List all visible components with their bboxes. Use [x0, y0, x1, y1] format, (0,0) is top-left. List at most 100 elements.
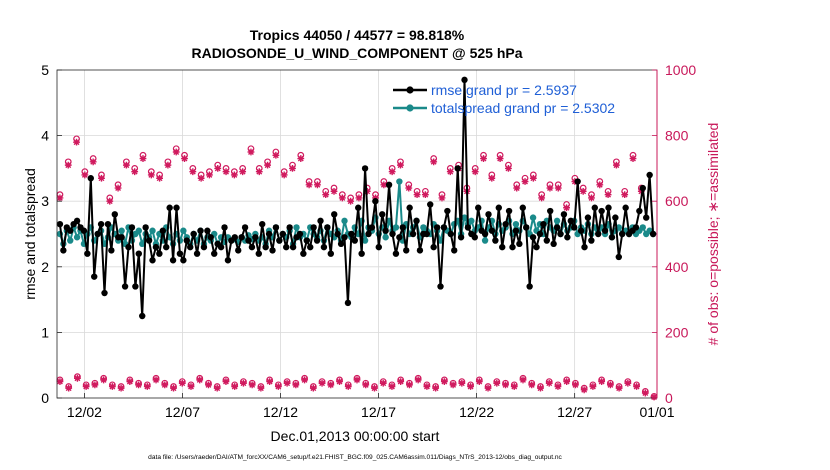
obs-assimilated-marker [274, 383, 282, 390]
obs-assimilated-marker [554, 184, 562, 192]
totalspread-point [149, 227, 156, 234]
x-tick-label: 12/07 [165, 404, 200, 420]
rmse-point [649, 230, 657, 238]
obs-assimilated-marker [264, 161, 271, 169]
rmse-point [279, 230, 286, 238]
rmse-point [313, 237, 321, 244]
rmse-point [272, 224, 280, 231]
rmse-point [331, 211, 338, 218]
obs-assimilated-marker [579, 187, 587, 195]
rmse-point [310, 224, 317, 231]
rmse-point [368, 224, 376, 231]
rmse-point [145, 237, 153, 244]
rmse-point [495, 204, 502, 211]
x-tick-label: 12/12 [263, 404, 298, 420]
rmse-point [132, 283, 139, 290]
obs-assimilated-marker [493, 379, 501, 387]
obs-assimilated-marker [347, 197, 355, 205]
totalspread-point [392, 224, 400, 231]
obs-assimilated-marker [74, 374, 81, 382]
obs-assimilated-marker [178, 379, 186, 387]
rmse-point [91, 273, 98, 280]
rmse-point [437, 283, 444, 290]
rmse-point [248, 243, 256, 251]
obs-assimilated-marker [480, 155, 487, 162]
obs-assimilated-marker [362, 381, 370, 389]
obs-assimilated-marker [519, 376, 527, 384]
obs-assimilated-marker [596, 181, 604, 189]
rmse-point [464, 224, 472, 231]
obs-assimilated-marker [197, 174, 205, 182]
totalspread-point [341, 217, 348, 225]
obs-assimilated-marker [380, 181, 388, 189]
obs-assimilated-marker [196, 376, 204, 384]
rmse-point [605, 204, 612, 211]
rmse-point [204, 227, 211, 234]
rmse-point [187, 243, 194, 251]
rmse-point [646, 171, 653, 179]
obs-assimilated-marker [413, 191, 421, 199]
rmse-point [355, 204, 362, 211]
rmse-point [139, 312, 146, 320]
x-tick-label: 12/27 [557, 404, 592, 420]
obs-assimilated-marker [230, 171, 238, 179]
obs-assimilated-marker [206, 171, 213, 179]
chart-subtitle: RADIOSONDE_U_WIND_COMPONENT @ 525 hPa [191, 45, 522, 61]
obs-assimilated-marker [82, 383, 90, 390]
rmse-point [396, 234, 403, 241]
rmse-point [300, 250, 307, 257]
rmse-point [523, 224, 530, 231]
obs-assimilated-marker [213, 384, 221, 392]
obs-assimilated-marker [528, 381, 536, 389]
rmse-point [540, 220, 547, 228]
rmse-point [636, 207, 643, 215]
obs-assimilated-marker [612, 161, 620, 169]
rmse-point [163, 243, 170, 251]
rmse-point [60, 247, 67, 254]
obs-assimilated-marker [471, 168, 479, 176]
rmse-point [307, 243, 314, 251]
obs-assimilated-marker [172, 148, 180, 156]
obs-assimilated-marker [330, 187, 338, 195]
obs-assimilated-marker [406, 381, 413, 389]
rmse-point [108, 247, 115, 254]
obs-assimilated-marker [502, 381, 509, 389]
obs-assimilated-marker [475, 378, 483, 385]
obs-assimilated-marker [633, 383, 640, 390]
obs-assimilated-marker [513, 184, 521, 192]
obs-assimilated-marker [430, 158, 438, 166]
rmse-point [73, 217, 81, 225]
rmse-point [581, 243, 588, 251]
rmse-point [567, 217, 574, 225]
rmse-point [149, 257, 156, 264]
rmse-point [639, 184, 646, 192]
rmse-point [615, 253, 622, 261]
obs-assimilated-marker [572, 381, 579, 389]
rmse-point [241, 224, 249, 231]
rmse-point [221, 224, 228, 231]
rmse-point [457, 234, 465, 241]
rmse-point [433, 224, 441, 231]
rmse-point [413, 217, 420, 225]
rmse-point [317, 217, 324, 225]
obs-assimilated-marker [126, 378, 134, 385]
obs-assimilated-marker [629, 155, 637, 162]
rmse-point [529, 234, 537, 241]
rmse-point [416, 247, 424, 254]
totalspread-point [293, 224, 300, 231]
obs-assimilated-marker [521, 178, 529, 185]
rmse-point [471, 234, 478, 241]
y-tick-label-left: 5 [41, 62, 49, 78]
y-tick-label-right: 800 [665, 128, 689, 144]
rmse-point [519, 204, 526, 211]
obs-assimilated-marker [81, 171, 89, 179]
obs-assimilated-marker [545, 379, 553, 387]
rmse-point [365, 230, 372, 238]
obs-assimilated-marker [73, 138, 80, 146]
rmse-point [403, 247, 410, 254]
y-tick-label-right: 400 [665, 259, 689, 275]
rmse-point [601, 227, 609, 234]
obs-assimilated-marker [257, 384, 265, 392]
rmse-point [190, 230, 197, 238]
